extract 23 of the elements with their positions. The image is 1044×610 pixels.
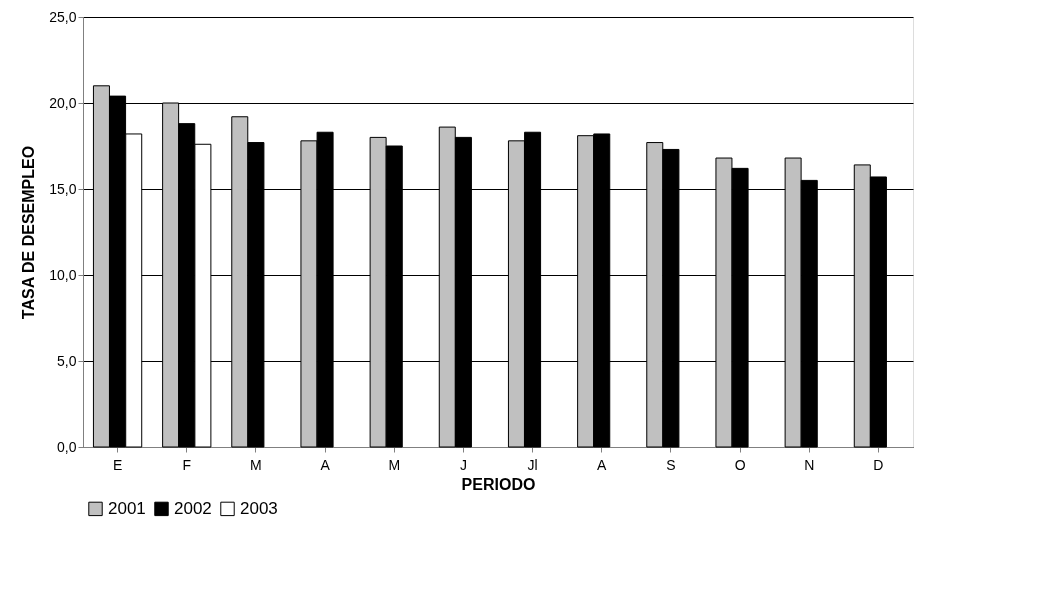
x-tick-label: N — [804, 456, 815, 473]
x-tick-label: F — [182, 456, 192, 473]
x-tick-label: Jl — [527, 456, 538, 473]
x-tick-label: A — [597, 456, 608, 473]
x-tick-label: S — [666, 456, 676, 473]
y-tick-label: 15,0 — [49, 180, 77, 197]
x-tick-label: D — [873, 456, 884, 473]
x-tick-label: E — [112, 456, 123, 473]
y-tick-label: 25,0 — [49, 8, 77, 25]
x-tick-label: M — [250, 456, 262, 473]
y-tick-label: 5,0 — [57, 352, 77, 369]
x-axis-title: PERIODO — [461, 475, 536, 493]
legend-label: 2001 — [108, 498, 146, 518]
legend-label: 2003 — [240, 498, 278, 518]
x-tick-label: A — [320, 456, 331, 473]
y-axis-title: TASA DE DESEMPLEO — [20, 145, 38, 320]
y-tick-label: 10,0 — [49, 266, 77, 283]
x-tick-label: O — [734, 456, 746, 473]
y-tick-label: 0,0 — [57, 438, 77, 455]
x-tick-label: J — [459, 456, 467, 473]
y-tick-label: 20,0 — [49, 94, 77, 111]
legend-label: 2002 — [174, 498, 212, 518]
x-tick-label: M — [388, 456, 401, 473]
